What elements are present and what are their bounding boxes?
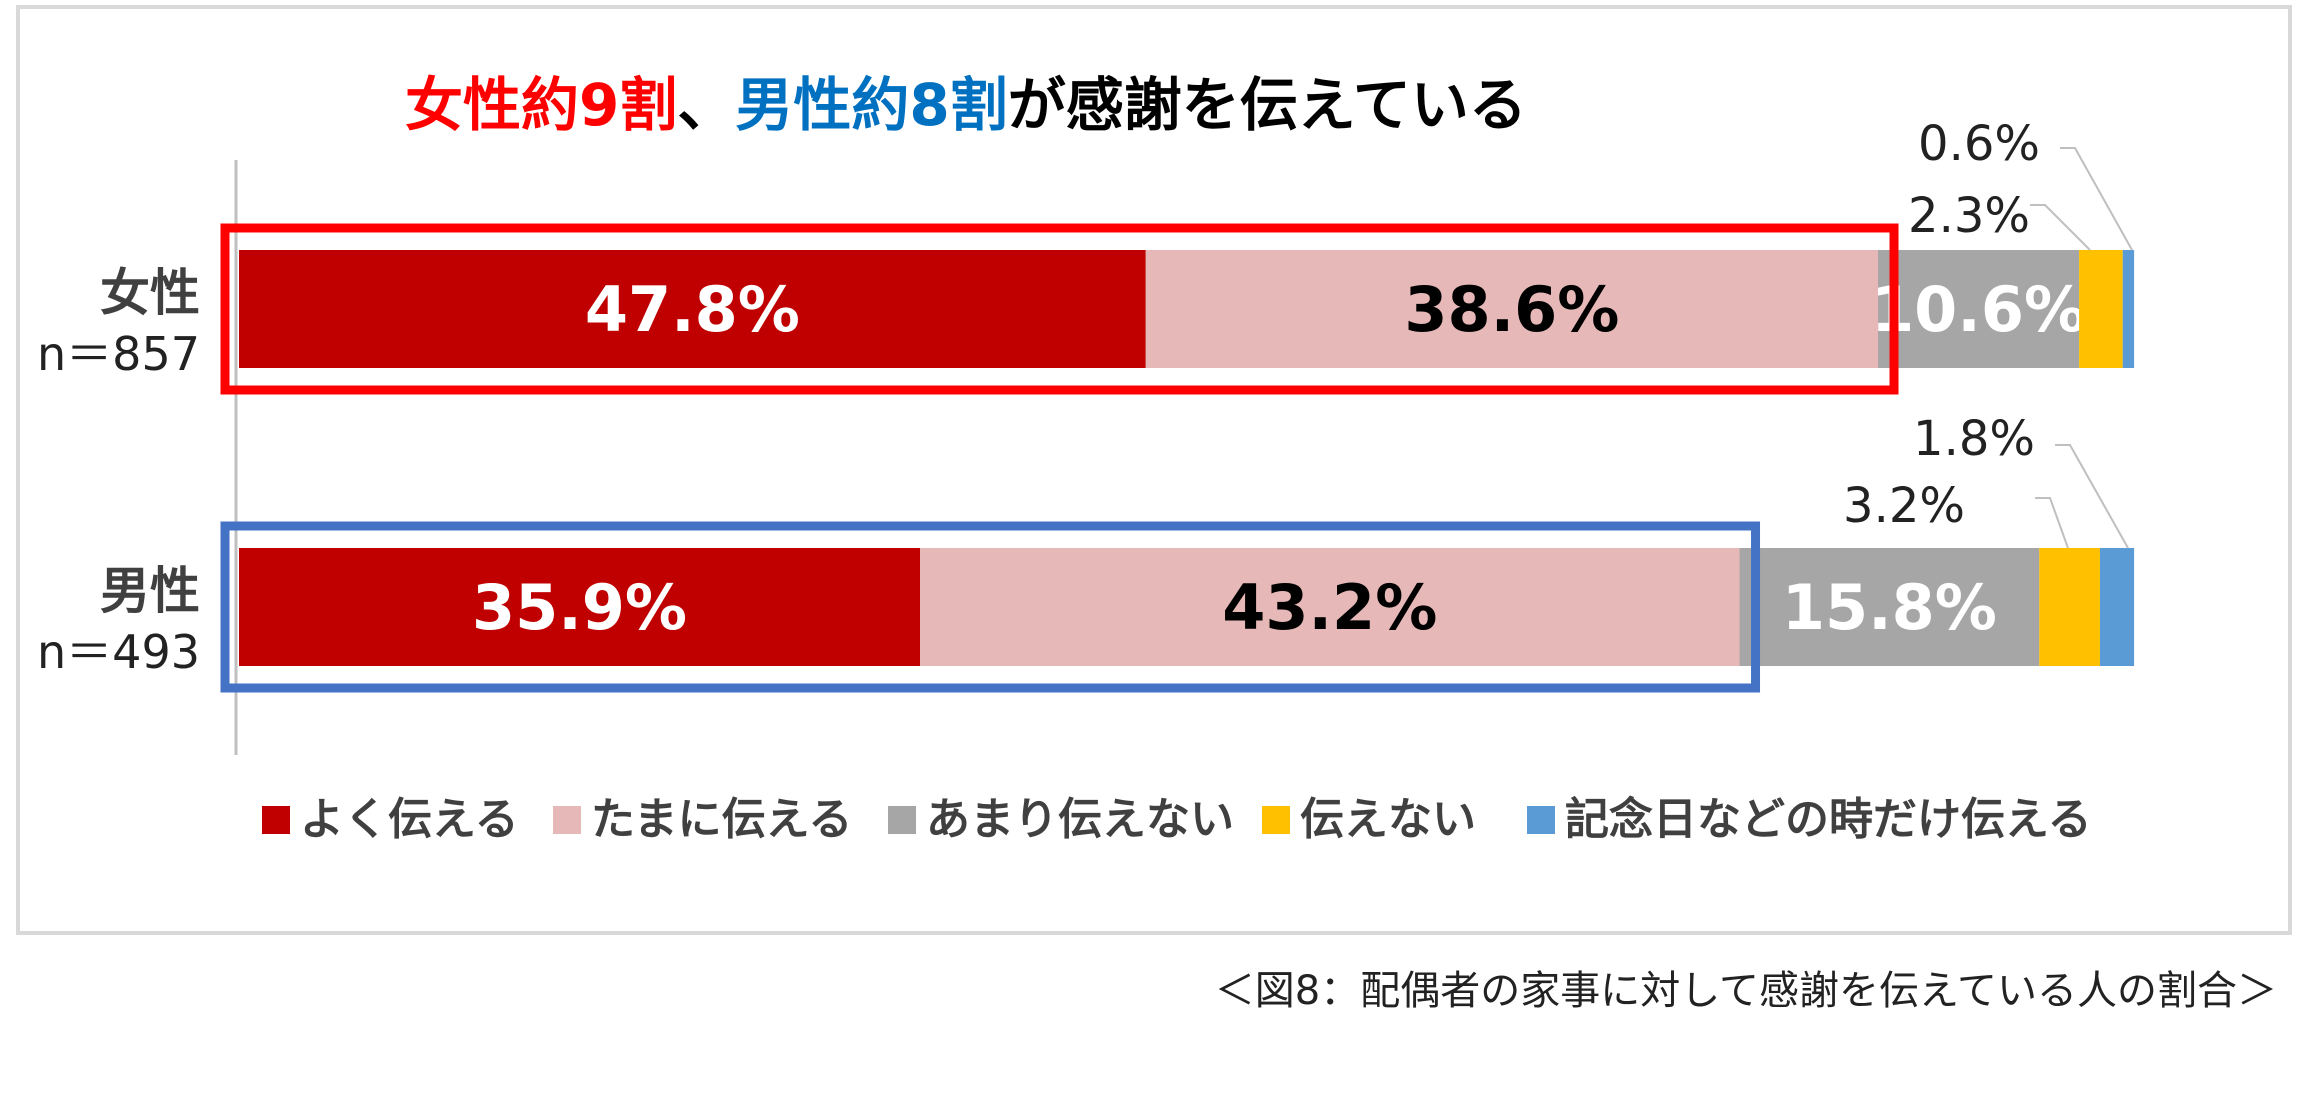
chart-frame [16,5,2292,935]
category-n-label: n＝857 [37,327,200,381]
bar-segment [2099,548,2135,666]
legend-swatch [1262,806,1290,834]
data-label: 35.9% [472,571,687,644]
leader-line [2055,444,2129,549]
title-part: 、 [677,71,735,139]
data-label: 43.2% [1222,571,1437,644]
category-n-label: n＝493 [37,625,200,679]
legend-label: たまに伝える [591,794,852,845]
legend-label: 伝えない [1300,794,1476,845]
data-label: 1.8% [1913,411,2035,467]
title-part: 女性約9割 [405,71,677,139]
data-label: 0.6% [1918,116,2040,172]
highlight-box [220,223,1899,395]
leader-line [2030,204,2091,251]
legend-swatch [1527,806,1555,834]
data-label: 15.8% [1782,571,1997,644]
data-label: 2.3% [1908,188,2030,244]
data-label: 10.6% [1871,273,2086,346]
title-part: 男性約8割 [735,71,1007,139]
bar-segment [920,548,1740,666]
chart-title: 女性約9割、男性約8割が感謝を伝えている [405,71,1527,139]
bar-segment [1739,548,2040,666]
legend: よく伝える たまに伝える あまり伝えない 伝えない 記念日などの時だけ伝える [262,794,2092,845]
legend-label: 記念日などの時だけ伝える [1565,794,2092,845]
bar-segment [2079,250,2123,368]
legend-swatch [553,806,581,834]
category-label: 男性 [100,562,200,620]
data-label: 38.6% [1404,273,1619,346]
bar-segment [239,250,1146,368]
legend-swatch [262,806,290,834]
legend-swatch [888,806,916,834]
bar-segment [1878,250,2080,368]
title-part: が感謝を伝えている [1008,71,1527,139]
leader-line [2060,147,2133,251]
bar-segment [2039,548,2100,666]
bar-segment [239,548,921,666]
category-label: 女性 [100,264,200,322]
leader-line [2035,497,2069,549]
bars-group: 47.8% 38.6% 10.6% 2.3% 0.6% 女性n＝857 35.9% 43.2%… [37,116,2135,693]
legend-label: あまり伝えない [926,794,1234,845]
highlight-box [220,521,1761,693]
data-label: 47.8% [585,273,800,346]
figure-caption: ＜図8：配偶者の家事に対して感謝を伝えている人の割合＞ [1214,968,2277,1014]
bar-segment [2122,250,2135,368]
legend-label: よく伝える [300,794,519,845]
data-label: 3.2% [1843,478,1965,534]
bar-segment [1145,250,1879,368]
